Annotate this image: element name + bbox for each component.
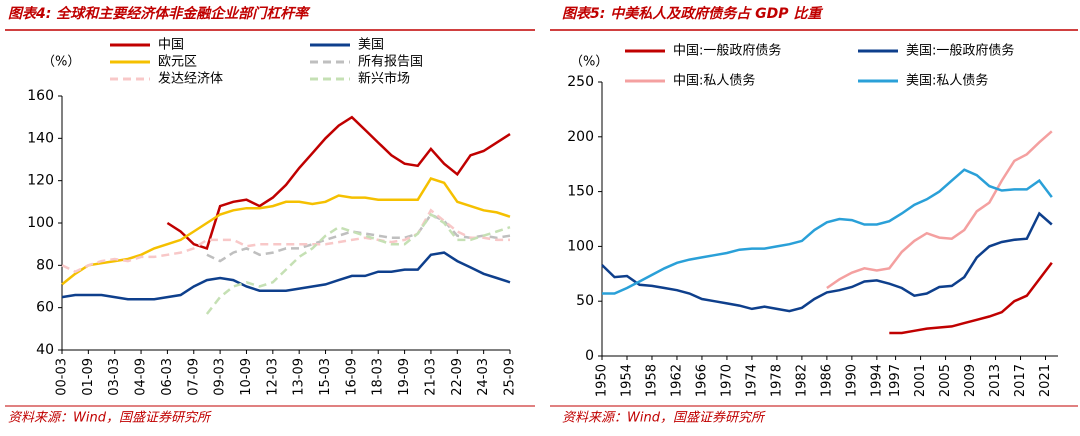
x-tick-label: 12-03 [265, 358, 280, 396]
chart-title: 图表5: 中美私人及政府债务占 GDP 比重 [562, 5, 823, 22]
x-tick-label: 1970 [719, 364, 734, 397]
x-tick-label: 00-03 [55, 358, 70, 396]
y-tick-label: 80 [36, 257, 54, 273]
chart-title: 图表4: 全球和主要经济体非金融企业部门杠杆率 [8, 5, 311, 22]
x-tick-label: 1978 [769, 364, 784, 397]
x-tick-label: 1997 [888, 364, 903, 397]
y-tick-label: 200 [567, 129, 594, 145]
x-tick-label: 2021 [1038, 364, 1053, 397]
series-line [166, 115, 511, 250]
series-line [889, 262, 1053, 335]
x-tick-label: 2005 [938, 364, 953, 397]
legend-label: 中国:一般政府债务 [673, 43, 781, 59]
legend-label: 美国 [358, 38, 384, 53]
x-tick-label: 1954 [619, 364, 634, 397]
source: 资料来源：Wind，国盛证券研究所 [562, 410, 766, 426]
legend-label: 美国:一般政府债务 [906, 43, 1014, 59]
x-tick-label: 1986 [819, 364, 834, 397]
x-tick-label: 1966 [694, 364, 709, 397]
x-tick-label: 22-09 [450, 358, 465, 396]
legend-label: 新兴市场 [358, 71, 410, 87]
x-tick-label: 1990 [844, 364, 859, 397]
series-line [602, 168, 1053, 295]
x-tick-label: 18-03 [371, 358, 386, 396]
y-tick-label: 150 [567, 184, 594, 200]
x-tick-label: 2001 [913, 364, 928, 397]
x-tick-label: 25-09 [503, 358, 518, 396]
x-tick-label: 2013 [988, 364, 1003, 397]
series-line [61, 251, 511, 301]
y-tick-label: 120 [27, 173, 54, 189]
x-tick-label: 2009 [963, 364, 978, 397]
legend-label: 美国:私人债务 [906, 73, 988, 89]
x-tick-label: 06-03 [160, 358, 175, 396]
y-tick-label: 60 [36, 300, 54, 316]
y-tick-label: 250 [567, 74, 594, 90]
legend-label: 所有报告国 [358, 55, 423, 70]
x-tick-label: 09-03 [213, 358, 228, 396]
source: 资料来源：Wind，国盛证券研究所 [8, 410, 212, 426]
x-tick-label: 1958 [644, 364, 659, 397]
series-line [61, 208, 510, 274]
y-tick-label: 160 [27, 88, 54, 104]
x-tick-label: 21-03 [423, 358, 438, 396]
y-tick-label: 50 [576, 293, 594, 309]
x-tick-label: 1962 [669, 364, 684, 397]
series-line [205, 212, 511, 315]
legend-label: 发达经济体 [158, 71, 223, 87]
x-tick-label: 01-09 [81, 358, 96, 396]
series-line [601, 211, 1053, 313]
y-label: （%） [42, 55, 80, 70]
x-tick-label: 1974 [744, 364, 759, 397]
y-tick-label: 100 [567, 238, 594, 254]
x-tick-label: 13-09 [292, 358, 307, 396]
x-tick-label: 15-03 [318, 358, 333, 396]
y-tick-label: 40 [36, 342, 54, 358]
y-tick-label: 0 [585, 348, 594, 364]
x-tick-label: 07-09 [186, 358, 201, 396]
x-tick-label: 04-09 [134, 358, 149, 396]
y-tick-label: 140 [27, 130, 54, 146]
x-tick-label: 1950 [595, 364, 610, 397]
x-tick-label: 24-03 [476, 358, 491, 396]
y-tick-label: 100 [27, 215, 54, 231]
x-tick-label: 03-03 [107, 358, 122, 396]
x-tick-label: 1994 [869, 364, 884, 397]
legend-label: 欧元区 [158, 55, 197, 70]
legend-label: 中国:私人债务 [673, 73, 755, 89]
legend-label: 中国 [158, 38, 184, 53]
x-tick-label: 10-09 [239, 358, 254, 396]
x-tick-label: 1982 [794, 364, 809, 397]
x-tick-label: 2017 [1013, 364, 1028, 397]
series-line [826, 130, 1053, 290]
y-label: （%） [570, 55, 608, 70]
series-line [61, 177, 511, 286]
x-tick-label: 16-09 [344, 358, 359, 396]
x-tick-label: 19-09 [397, 358, 412, 396]
